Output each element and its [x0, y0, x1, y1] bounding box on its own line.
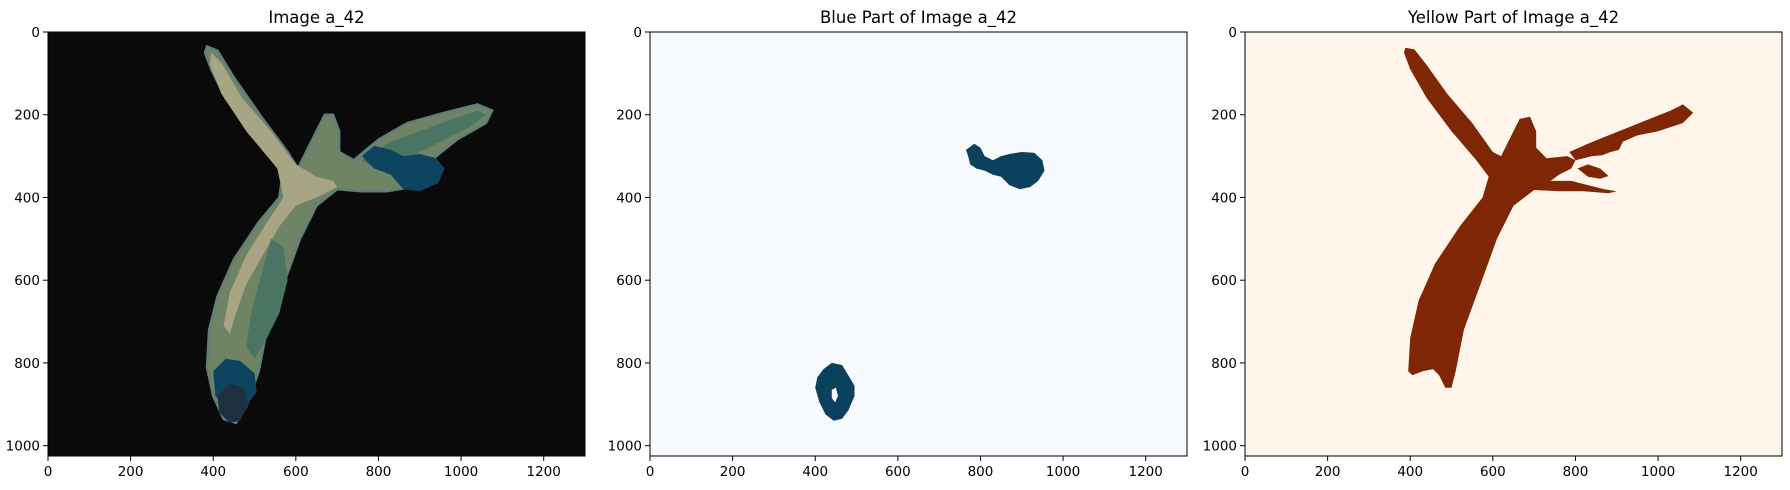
x-tick-label: 200	[118, 464, 144, 480]
y-tick-label: 0	[633, 25, 642, 41]
x-tick-label: 0	[1241, 464, 1250, 480]
y-tick-label: 1000	[608, 439, 642, 455]
x-tick-label: 1200	[1129, 464, 1163, 480]
region-right-wing	[1569, 104, 1694, 161]
x-tick-label: 400	[1397, 464, 1423, 480]
x-tick-label: 800	[366, 464, 392, 480]
x-tick-label: 400	[802, 464, 828, 480]
axes-frame	[649, 31, 1188, 457]
axes-frame	[1244, 31, 1783, 457]
panel-title: Yellow Part of Image a_42	[1407, 8, 1619, 28]
axes-frame	[47, 31, 586, 457]
y-tick-label: 800	[14, 356, 40, 372]
y-tick-label: 600	[1211, 273, 1237, 289]
region-lower-hole	[831, 387, 838, 403]
panel-yellow-part: Yellow Part of Image a_42 0 200 400 600 800 1…	[1203, 8, 1783, 480]
image-background	[1245, 32, 1782, 456]
x-tick-label: 0	[44, 464, 53, 480]
y-tick-label: 600	[14, 273, 40, 289]
x-tick-label: 1000	[444, 464, 478, 480]
y-tick-label: 800	[616, 356, 642, 372]
image-background	[48, 32, 585, 456]
x-tick-label: 600	[283, 464, 309, 480]
panel-title: Blue Part of Image a_42	[820, 8, 1017, 28]
image-background	[650, 32, 1187, 456]
y-tick-label: 800	[1211, 356, 1237, 372]
region-upper-blob	[966, 143, 1045, 190]
x-tick-label: 200	[720, 464, 746, 480]
y-tick-label: 400	[14, 190, 40, 206]
y-tick-label: 1000	[6, 439, 40, 455]
region-yellow-shape	[1404, 47, 1617, 388]
y-tick-label: 200	[616, 108, 642, 124]
y-tick-label: 200	[14, 108, 40, 124]
x-tick-label: 1000	[1046, 464, 1080, 480]
x-tick-label: 200	[1315, 464, 1341, 480]
panel-title: Image a_42	[268, 8, 364, 28]
y-tick-label: 400	[1211, 190, 1237, 206]
region-upper-light-streak	[209, 52, 338, 334]
panel-blue-part: Blue Part of Image a_42 0 200 400 600 800 100…	[608, 8, 1188, 480]
x-tick-label: 800	[968, 464, 994, 480]
region-right-blue	[361, 145, 445, 192]
panel-image: Image a_42 0 200 400 600 800 1000 1200 0 200 400…	[6, 8, 586, 480]
x-tick-label: 600	[1480, 464, 1506, 480]
region-fragment	[1577, 164, 1609, 179]
x-tick-label: 1000	[1641, 464, 1675, 480]
x-tick-label: 400	[200, 464, 226, 480]
x-tick-label: 600	[885, 464, 911, 480]
y-tick-label: 1000	[1203, 439, 1237, 455]
y-tick-label: 600	[616, 273, 642, 289]
x-tick-label: 800	[1563, 464, 1589, 480]
x-tick-label: 1200	[1724, 464, 1758, 480]
x-tick-label: 1200	[527, 464, 561, 480]
y-tick-label: 0	[1228, 25, 1237, 41]
y-tick-label: 200	[1211, 108, 1237, 124]
y-tick-label: 0	[31, 25, 40, 41]
y-tick-label: 400	[616, 190, 642, 206]
x-tick-label: 0	[646, 464, 655, 480]
region-lower-green	[246, 238, 288, 359]
region-lower-dark	[217, 383, 249, 423]
